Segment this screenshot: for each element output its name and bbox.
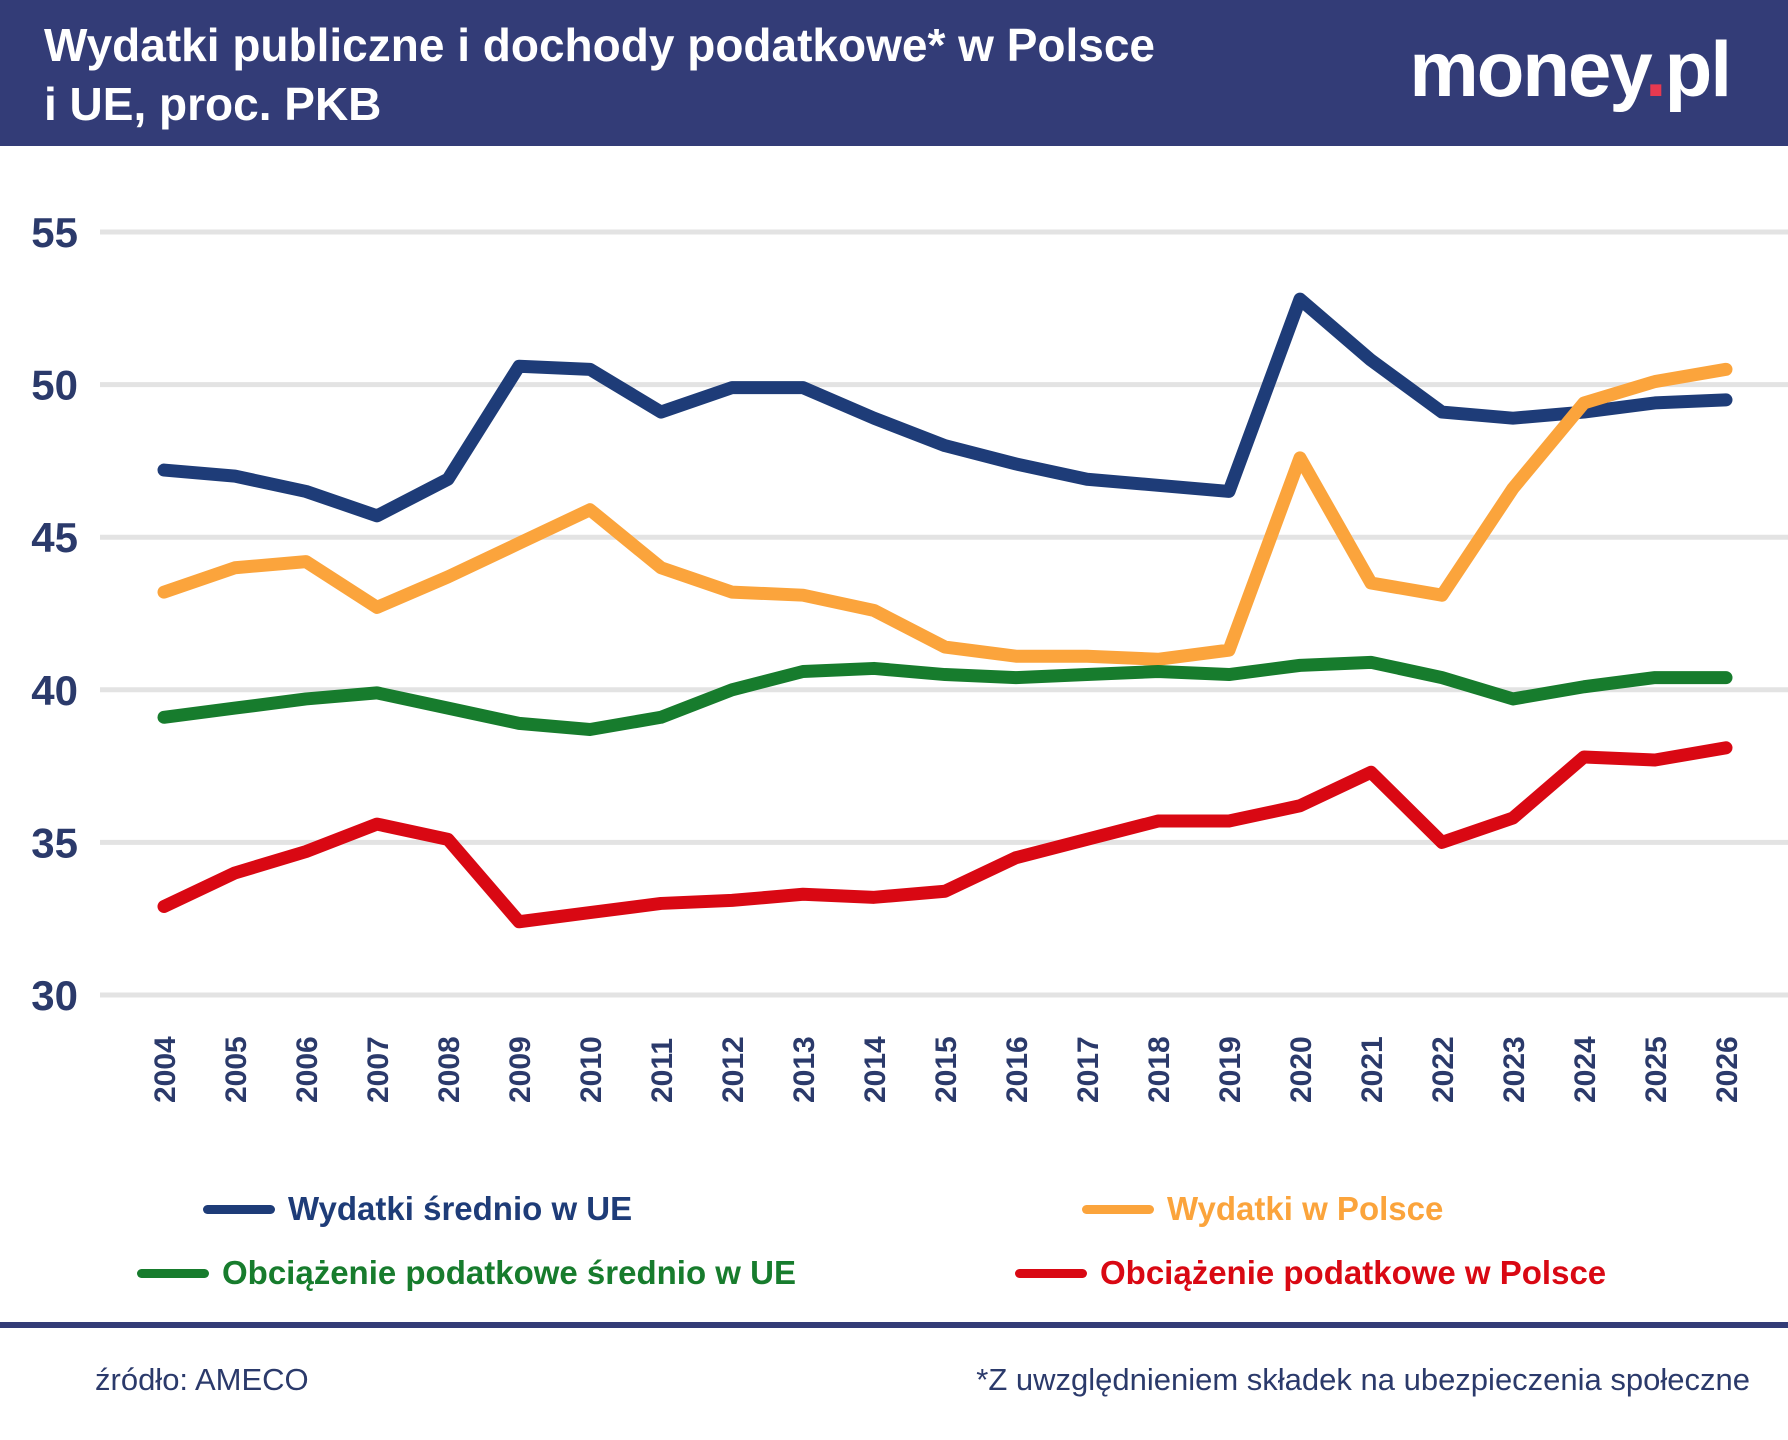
x-tick-label: 2021 [1356,1036,1389,1103]
series-line-navy [157,292,1733,523]
legend-line-swatch-navy [203,1204,275,1214]
x-tick-label: 2026 [1711,1036,1744,1103]
x-tick-label: 2020 [1285,1036,1318,1103]
legend-label: Obciążenie podatkowe w Polsce [1100,1254,1607,1291]
x-tick-label: 2008 [433,1036,466,1103]
legend-item-obciazenie-polska: Obciążenie podatkowe w Polsce [1015,1252,1606,1294]
x-tick-label: 2025 [1640,1036,1673,1103]
legend-label: Obciążenie podatkowe średnio w UE [222,1254,796,1291]
legend-label: Wydatki średnio w UE [288,1190,633,1227]
y-tick-label: 55 [31,209,78,256]
x-tick-label: 2016 [1001,1036,1034,1103]
x-tick-label: 2005 [220,1036,253,1103]
moneypl-logo-money: money [1409,24,1647,113]
x-tick-label: 2009 [504,1036,537,1103]
legend-item-wydatki-ue: Wydatki średnio w UE [203,1188,632,1230]
x-tick-label: 2022 [1427,1036,1460,1103]
x-tick-label: 2006 [291,1036,324,1103]
legend-line-swatch-red [1015,1268,1087,1278]
y-tick-label: 50 [31,362,78,409]
series-line-orange [157,362,1733,666]
y-tick-label: 45 [31,514,78,561]
legend-item-obciazenie-ue: Obciążenie podatkowe średnio w UE [137,1252,796,1294]
legend-line-swatch-orange [1082,1204,1154,1214]
page-title: Wydatki publiczne i dochody podatkowe* w… [44,16,1294,134]
source-note: źródło: AMECO [95,1362,309,1397]
y-tick-label: 30 [31,972,78,1019]
x-tick-label: 2018 [1143,1036,1176,1103]
footer: źródło: AMECO *Z uwzględnieniem składek … [95,1362,1750,1398]
x-tick-label: 2023 [1498,1036,1531,1103]
page-title-line2: i UE, proc. PKB [44,77,382,130]
footnote: *Z uwzględnieniem składek na ubezpieczen… [976,1362,1750,1397]
x-tick-label: 2015 [930,1036,963,1103]
x-tick-label: 2017 [1072,1036,1105,1103]
x-tick-label: 2013 [788,1036,821,1103]
x-tick-label: 2010 [575,1036,608,1103]
page-title-line1: Wydatki publiczne i dochody podatkowe* w… [44,19,1156,71]
legend-label: Wydatki w Polsce [1167,1190,1444,1227]
y-tick-label: 35 [31,819,78,866]
x-tick-label: 2024 [1569,1036,1602,1103]
moneypl-logo-dot-icon: . [1645,24,1667,113]
x-tick-label: 2019 [1214,1036,1247,1103]
x-tick-label: 2004 [149,1036,182,1103]
x-tick-label: 2014 [859,1036,892,1103]
legend-line-swatch-green [137,1268,209,1278]
y-tick-label: 40 [31,667,78,714]
series-line-green [157,655,1733,736]
x-tick-label: 2011 [646,1038,679,1103]
x-tick-label: 2007 [362,1036,395,1103]
x-tick-label: 2012 [717,1036,750,1103]
moneypl-logo: money.pl [1409,24,1732,115]
header-bar: Wydatki publiczne i dochody podatkowe* w… [0,0,1788,146]
footer-divider [0,1322,1788,1328]
moneypl-logo-pl: pl [1664,24,1732,113]
series-line-red [157,741,1733,929]
legend-item-wydatki-polska: Wydatki w Polsce [1082,1188,1443,1230]
